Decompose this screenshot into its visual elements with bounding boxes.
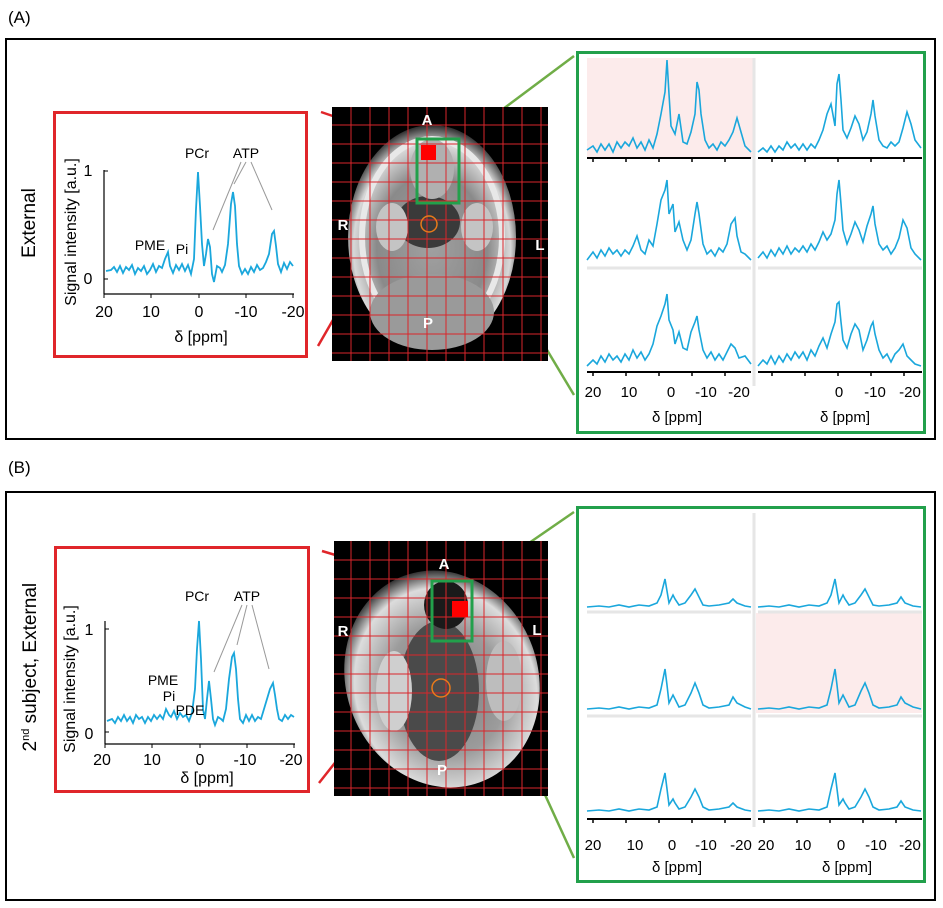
panel-b-grid-xtick: 0 bbox=[837, 837, 845, 854]
panel-b-grid-xtick: 0 bbox=[668, 837, 676, 854]
panel-a-xtick: 0 bbox=[195, 304, 204, 321]
panel-b-grid-spectra-box: 20 10 0 -10 -20 20 10 0 -10 -20 δ [ppm] … bbox=[576, 506, 926, 883]
panel-b-xtick: 0 bbox=[196, 752, 205, 769]
panel-b-label: (B) bbox=[8, 458, 31, 477]
panel-b-mri-r: R bbox=[338, 623, 349, 640]
panel-a-grid-xtick: 0 bbox=[667, 384, 675, 401]
panel-b-single-spectrum-trace bbox=[106, 620, 295, 728]
panel-a-grid bbox=[332, 107, 548, 361]
panel-a-mri-image: A P R L bbox=[332, 107, 548, 361]
panel-b-ytick-1: 1 bbox=[85, 622, 94, 639]
panel-a-grid-xlabel-left: δ [ppm] bbox=[652, 409, 702, 426]
panel-a-ytick-0: 0 bbox=[84, 271, 93, 288]
panel-a-grid-xtick: -20 bbox=[899, 384, 921, 401]
panel-b-xtick: -10 bbox=[233, 752, 256, 769]
panel-b-grid-xtick: 20 bbox=[758, 837, 775, 854]
panel-a-peak-atp: ATP bbox=[233, 145, 259, 161]
panel-b-grid-xtick: 10 bbox=[795, 837, 812, 854]
panel-a-label: (A) bbox=[8, 8, 31, 27]
panel-a-grid-xtick: 20 bbox=[585, 384, 602, 401]
panel-a-xtick: 20 bbox=[95, 304, 113, 321]
panel-a-grid-xlabel-right: δ [ppm] bbox=[820, 409, 870, 426]
panel-b-mri-a: A bbox=[439, 556, 450, 573]
panel-a-ytick-1: 1 bbox=[84, 163, 93, 180]
panel-a-mri-svg: A P R L bbox=[332, 107, 548, 361]
panel-b-frame bbox=[5, 491, 936, 901]
panel-b-mri-image: A P R L bbox=[334, 541, 548, 796]
panel-a-ylabel: Signal intensity [a.u.] bbox=[63, 158, 80, 306]
panel-a-frame bbox=[5, 38, 936, 440]
panel-b-ytick-0: 0 bbox=[85, 726, 94, 743]
panel-a-peak-pcr: PCr bbox=[185, 145, 209, 161]
panel-b-xtick: 20 bbox=[93, 752, 111, 769]
panel-b-grid-xtick: -20 bbox=[899, 837, 921, 854]
panel-b-single-spectrum: 1 0 20 10 0 -10 -20 δ [ppm] Signal inten… bbox=[62, 588, 303, 787]
panel-a-xtick: -10 bbox=[234, 304, 257, 321]
panel-b-peak-pi: Pi bbox=[163, 688, 175, 704]
panel-b-peak-atp: ATP bbox=[234, 588, 260, 604]
panel-b-mri-svg: A P R L bbox=[334, 541, 548, 796]
panel-a-single-spectrum: 1 0 20 10 0 -10 -20 δ [ppm] Signal inten… bbox=[63, 145, 305, 346]
panel-a-xtick: -20 bbox=[281, 304, 304, 321]
panel-a-mri-a: A bbox=[422, 112, 433, 129]
panel-b-mri-p: P bbox=[437, 762, 447, 779]
panel-a-peak-pme: PME bbox=[135, 237, 165, 253]
panel-b-peak-pcr: PCr bbox=[185, 588, 209, 604]
panel-a-grid-spectra-box: 20 10 0 -10 -20 0 -10 -20 δ [ppm] δ [ppm… bbox=[576, 51, 926, 434]
panel-a-roi-green bbox=[415, 137, 461, 205]
panel-a-grid-spectra: 20 10 0 -10 -20 0 -10 -20 δ [ppm] δ [ppm… bbox=[585, 58, 922, 426]
panel-b-ylabel: Signal intensity [a.u.] bbox=[62, 605, 79, 753]
panel-a-mri-r: R bbox=[338, 217, 349, 234]
panel-b-xtick: -20 bbox=[279, 752, 302, 769]
panel-b-grid-xtick: -10 bbox=[695, 837, 717, 854]
panel-a-roi-red bbox=[421, 145, 436, 160]
panel-a-grid-xtick: -10 bbox=[695, 384, 717, 401]
panel-b-grid-xtick: 20 bbox=[585, 837, 602, 854]
panel-b-grid-xtick: 10 bbox=[627, 837, 644, 854]
panel-a-peak-pi: Pi bbox=[176, 241, 188, 257]
panel-b-grid-xlabel-left: δ [ppm] bbox=[652, 859, 702, 876]
panel-b-grid-xtick: -10 bbox=[865, 837, 887, 854]
panel-b-xlabel: δ [ppm] bbox=[180, 770, 233, 787]
panel-b-xtick: 10 bbox=[143, 752, 161, 769]
panel-b-grid-xlabel-right: δ [ppm] bbox=[822, 859, 872, 876]
panel-b-grid-xtick: -20 bbox=[730, 837, 752, 854]
panel-a-grid-xtick: 0 bbox=[835, 384, 843, 401]
panel-b-grid-spectra: 20 10 0 -10 -20 20 10 0 -10 -20 δ [ppm] … bbox=[585, 513, 922, 876]
panel-a-grid-xtick: -10 bbox=[864, 384, 886, 401]
panel-a-single-spectrum-trace bbox=[105, 171, 294, 283]
panel-b-peak-pde: PDE bbox=[176, 702, 205, 718]
panel-b-peak-pme: PME bbox=[148, 672, 178, 688]
panel-b-single-spectrum-box: 1 0 20 10 0 -10 -20 δ [ppm] Signal inten… bbox=[54, 546, 310, 793]
panel-b-mri-l: L bbox=[532, 622, 541, 639]
panel-a-mri-l: L bbox=[535, 237, 544, 254]
panel-a-xtick: 10 bbox=[142, 304, 160, 321]
panel-b-roi-green bbox=[430, 579, 474, 643]
panel-a-xlabel: δ [ppm] bbox=[174, 329, 227, 346]
panel-b-roi-red bbox=[452, 601, 468, 617]
panel-a-grid-xtick: 10 bbox=[621, 384, 638, 401]
panel-a-mri-p: P bbox=[423, 315, 433, 332]
panel-a-single-spectrum-box: 1 0 20 10 0 -10 -20 δ [ppm] Signal inten… bbox=[53, 111, 308, 358]
panel-a-grid-xtick: -20 bbox=[728, 384, 750, 401]
